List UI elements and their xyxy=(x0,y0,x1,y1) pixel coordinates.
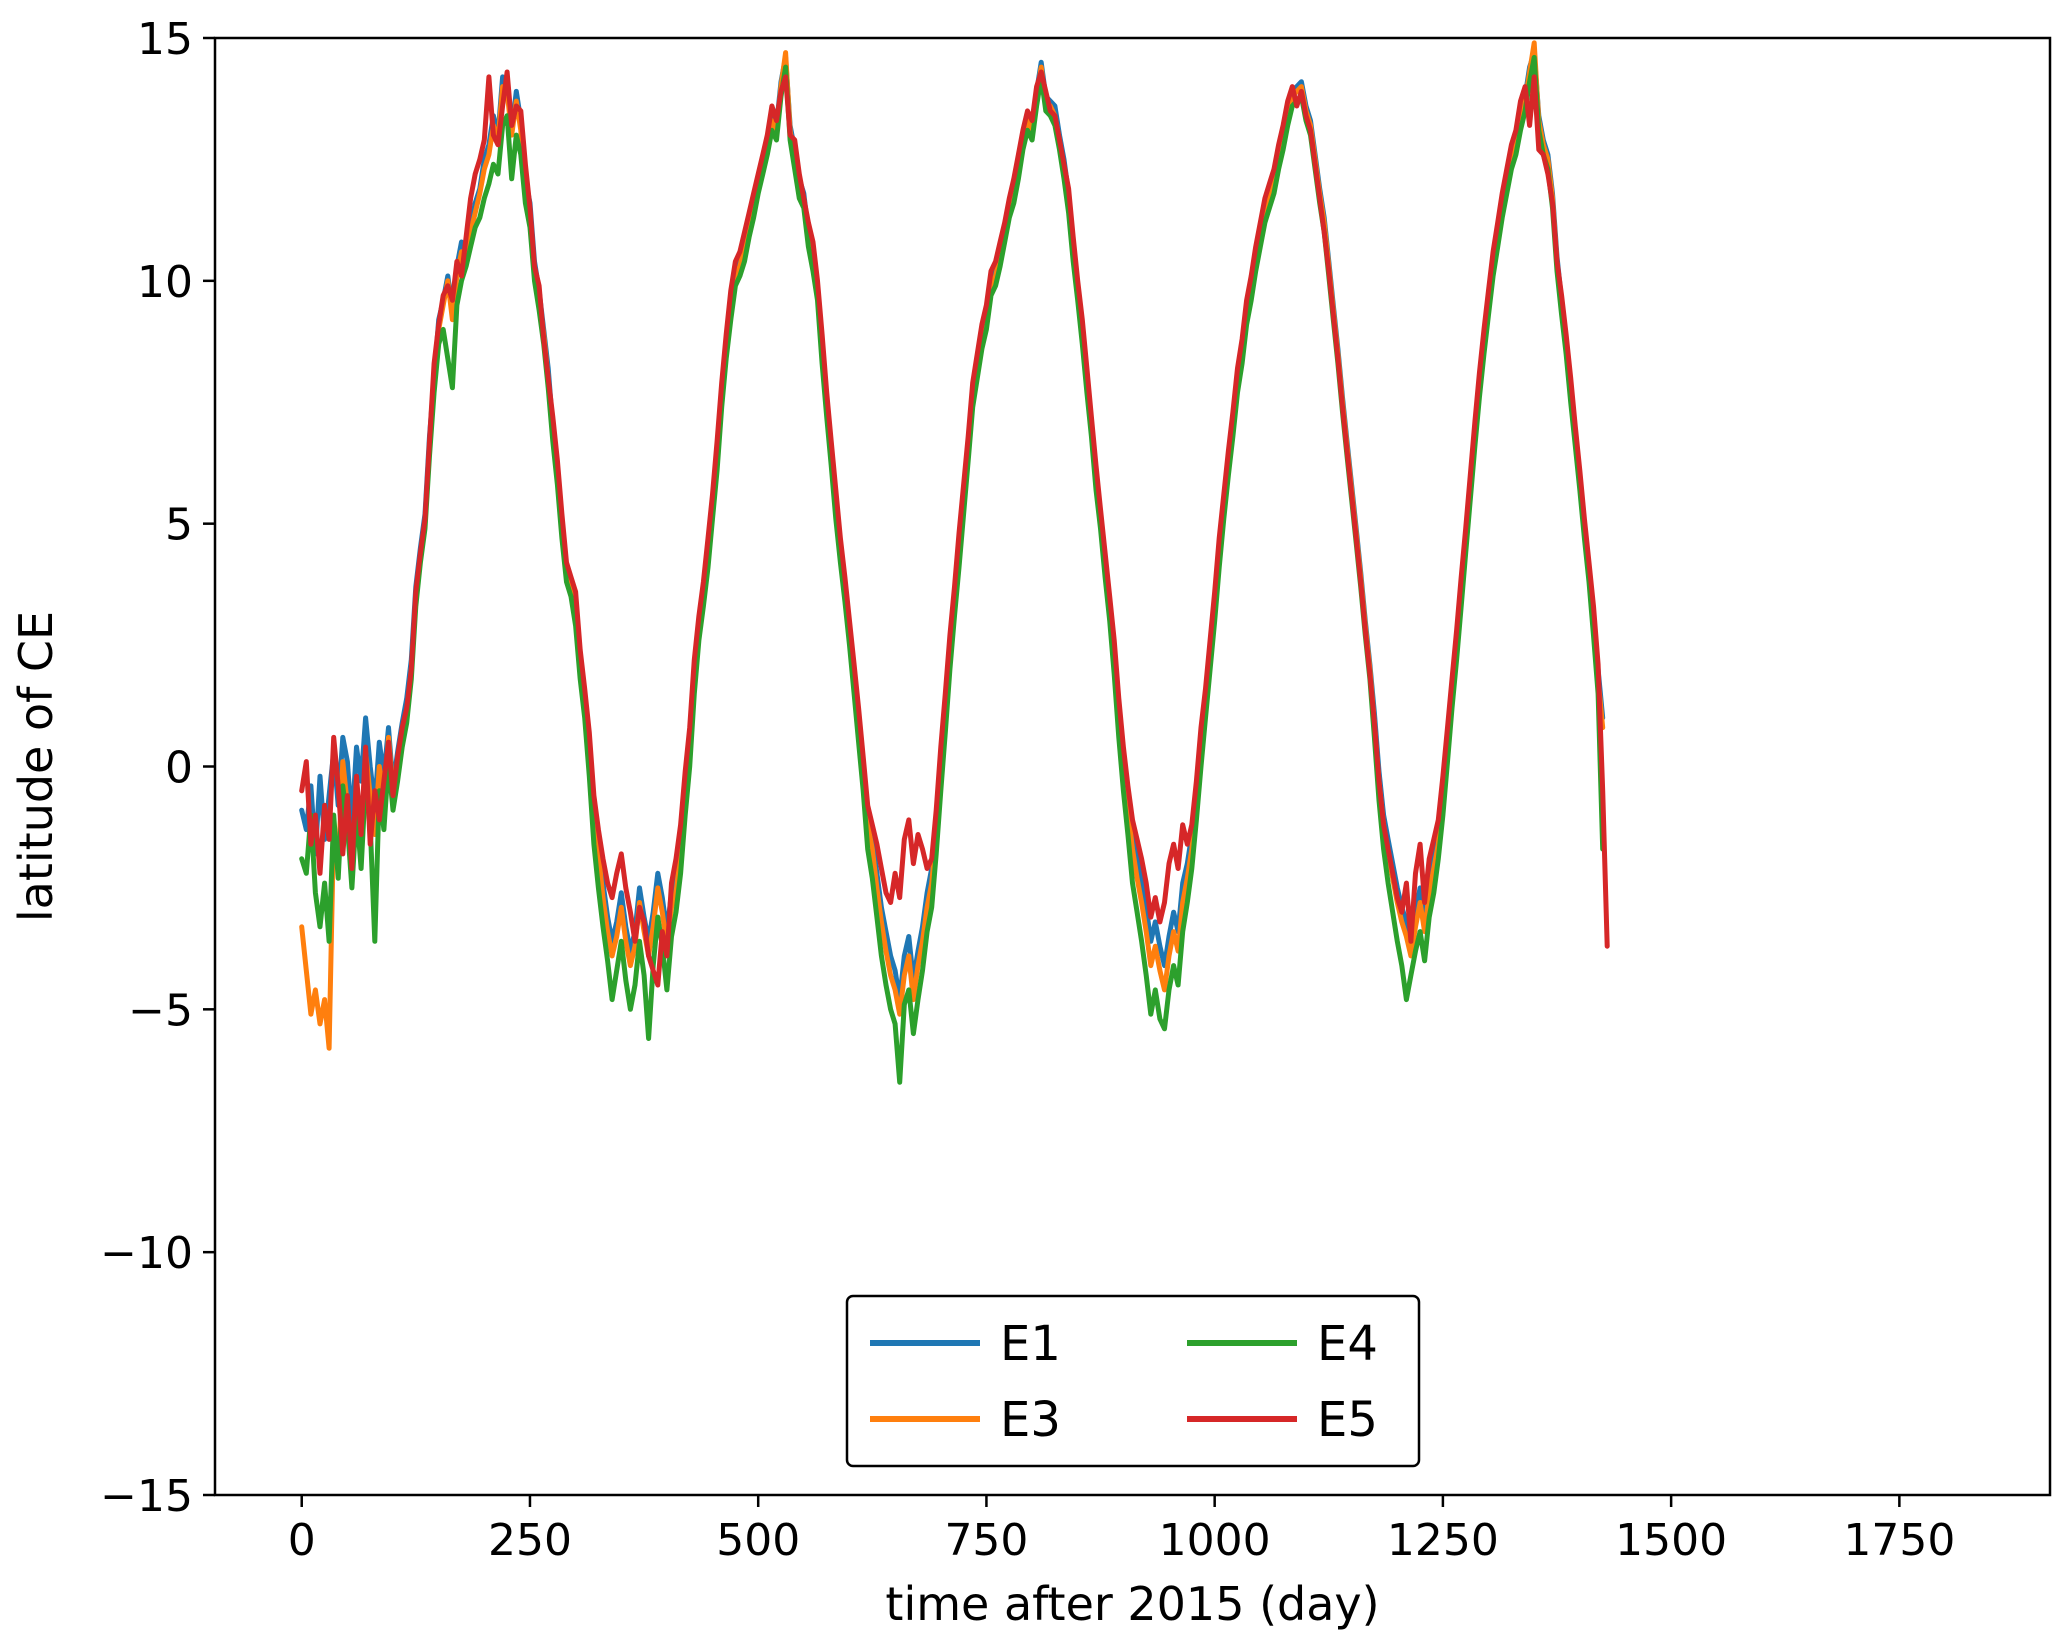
x-tick-label: 500 xyxy=(716,1515,800,1566)
x-tick-label: 0 xyxy=(288,1515,316,1566)
series-line-e1 xyxy=(299,50,1606,1003)
legend-label-e5: E5 xyxy=(1317,1392,1378,1448)
y-tick-label: 10 xyxy=(137,257,193,308)
y-tick-label: 15 xyxy=(137,14,193,65)
y-tick-label: −10 xyxy=(100,1228,193,1279)
y-axis-title: latitude of CE xyxy=(9,611,63,922)
x-tick-label: 1500 xyxy=(1615,1515,1727,1566)
x-tick-label: 1250 xyxy=(1387,1515,1499,1566)
x-tick-label: 750 xyxy=(944,1515,1028,1566)
legend-label-e4: E4 xyxy=(1317,1316,1378,1372)
plot-frame xyxy=(213,36,2052,1497)
legend-label-e1: E1 xyxy=(1000,1316,1061,1372)
series-layer xyxy=(299,40,1610,1085)
x-tick-label: 1750 xyxy=(1843,1515,1955,1566)
ticks-layer: 0 250 500 750 1000 1250 1500 1750 −15 −10 −5 0 5 10 15 xyxy=(100,14,1955,1566)
y-tick-label: −15 xyxy=(100,1471,193,1522)
y-tick-label: −5 xyxy=(128,985,193,1036)
x-tick-label: 250 xyxy=(488,1515,572,1566)
x-axis-title: time after 2015 (day) xyxy=(885,1577,1379,1631)
x-tick-label: 1000 xyxy=(1159,1515,1271,1566)
series-line-e4 xyxy=(299,54,1606,1085)
legend-label-e3: E3 xyxy=(1000,1392,1061,1448)
legend-box xyxy=(845,1294,1421,1468)
series-line-e5 xyxy=(299,69,1610,988)
y-tick-label: 5 xyxy=(165,500,193,551)
legend: E1 E3 E4 E5 xyxy=(845,1294,1421,1468)
y-tick-label: 0 xyxy=(165,743,193,794)
